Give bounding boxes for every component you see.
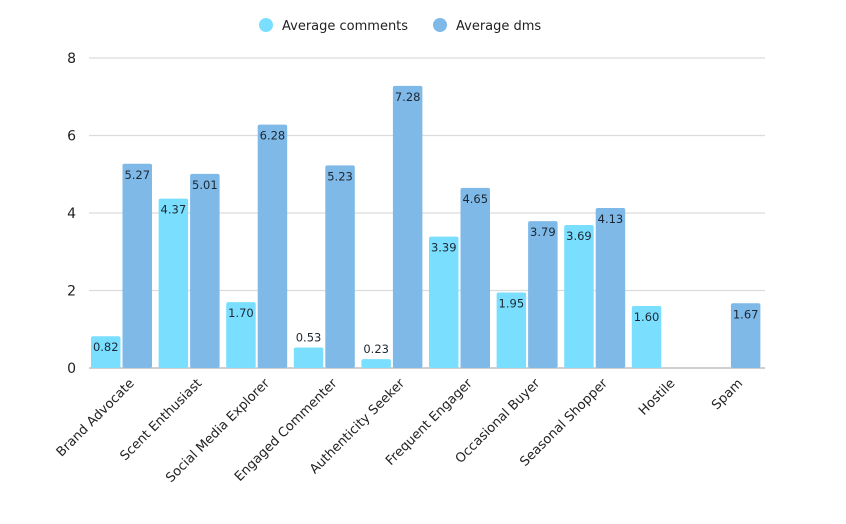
data-label: 0.53 [296, 330, 322, 344]
bar-comments [226, 302, 256, 368]
data-label: 3.39 [431, 241, 457, 255]
y-tick-label: 8 [67, 51, 76, 67]
bar-comments [91, 336, 121, 368]
legend-marker [259, 18, 273, 32]
bar-dms [190, 173, 220, 368]
data-label: 1.60 [634, 310, 660, 324]
bar-comments [361, 359, 391, 368]
data-label: 1.67 [733, 307, 759, 321]
data-label: 4.13 [598, 212, 624, 226]
data-label: 6.28 [260, 129, 286, 143]
bar-dms [595, 207, 626, 368]
data-label: 5.23 [327, 169, 353, 183]
data-label: 4.65 [462, 192, 488, 206]
bar-dms [392, 85, 423, 369]
bar-dms [257, 124, 288, 369]
y-tick-label: 6 [67, 129, 76, 145]
data-label: 0.23 [363, 342, 389, 356]
legend-marker [433, 18, 447, 32]
data-label: 3.79 [530, 225, 556, 239]
bar-comments [631, 306, 662, 368]
data-label: 5.27 [124, 168, 150, 182]
bar-comments [429, 236, 459, 368]
bar-comments [158, 198, 189, 368]
data-label: 1.95 [499, 296, 525, 310]
bar-comments [564, 225, 594, 368]
bar-dms [122, 163, 152, 368]
bar-dms [460, 187, 490, 368]
legend-label: Average dms [456, 19, 541, 34]
x-tick-label: Spam [709, 376, 746, 413]
data-label: 5.01 [192, 178, 218, 192]
x-tick-label: Hostile [636, 376, 678, 418]
data-label: 7.28 [395, 90, 421, 104]
y-tick-label: 4 [67, 206, 76, 222]
legend-label: Average comments [282, 19, 408, 34]
data-label: 4.37 [161, 203, 187, 217]
bar-dms [325, 165, 355, 368]
data-label: 1.70 [228, 306, 254, 320]
y-tick-label: 0 [67, 361, 76, 377]
y-tick-label: 2 [67, 284, 76, 300]
bar-dms [528, 221, 558, 368]
data-label: 0.82 [93, 340, 119, 354]
bar-dms [730, 303, 761, 368]
bar-comments [293, 347, 324, 368]
data-label: 3.69 [566, 229, 592, 243]
bar-comments [496, 292, 527, 368]
